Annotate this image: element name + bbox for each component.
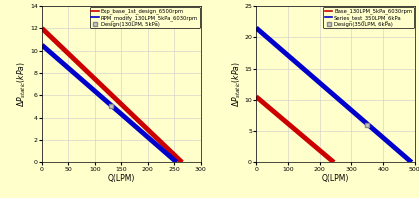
Legend: Exp_base_1st_design_6500rpm, RPM_modify_130LPM_5kPa_6030rpm, Design(130LPM, 5kPa: Exp_base_1st_design_6500rpm, RPM_modify_…: [90, 7, 199, 28]
X-axis label: Q(LPM): Q(LPM): [322, 174, 349, 183]
Legend: Base_130LPM_5kPa_6030rpm, Series_test_350LPM_6kPa, Design(350LPM, 6kPa): Base_130LPM_5kPa_6030rpm, Series_test_35…: [323, 7, 414, 28]
Y-axis label: $\Delta P_{static}(kPa)$: $\Delta P_{static}(kPa)$: [230, 61, 243, 107]
Y-axis label: $\Delta P_{static}(kPa)$: $\Delta P_{static}(kPa)$: [16, 61, 28, 107]
X-axis label: Q(LPM): Q(LPM): [108, 174, 135, 183]
